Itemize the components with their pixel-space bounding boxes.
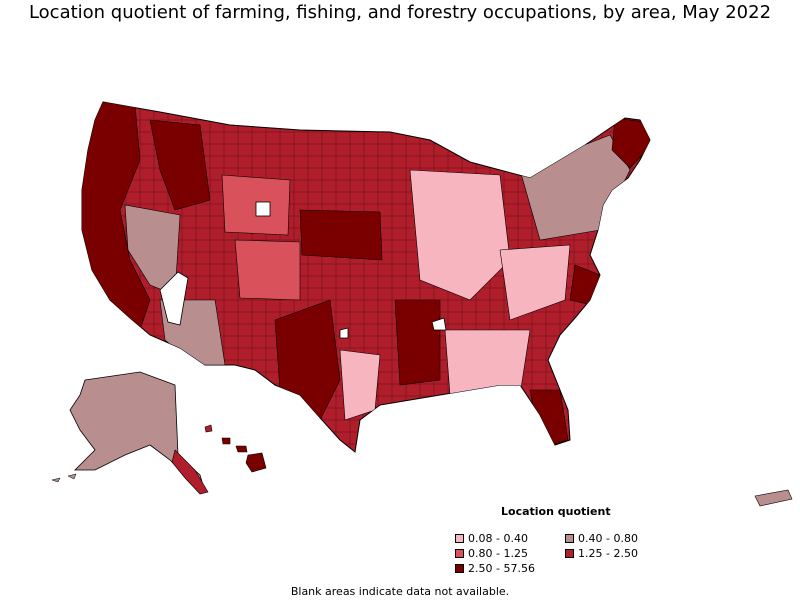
legend-item: 0.80 - 1.25 xyxy=(455,547,565,560)
map-title: Location quotient of farming, fishing, a… xyxy=(28,2,772,23)
legend-swatch xyxy=(565,534,574,543)
data-note: Blank areas indicate data not available. xyxy=(290,585,510,598)
alaska-panhandle xyxy=(171,449,209,495)
midwest-light-region xyxy=(409,169,511,301)
legend-label: 0.80 - 1.25 xyxy=(468,547,528,560)
aleutian-islands xyxy=(51,473,77,483)
legend-swatch xyxy=(455,564,464,573)
legend-swatch xyxy=(455,549,464,558)
legend-item: 1.25 - 2.50 xyxy=(565,547,675,560)
map-legend: Location quotient 0.08 - 0.40 0.40 - 0.80… xyxy=(455,505,685,575)
puerto-rico xyxy=(754,489,793,507)
legend-label: 0.08 - 0.40 xyxy=(468,532,528,545)
legend-label: 2.50 - 57.56 xyxy=(468,562,535,575)
delta-region xyxy=(394,299,441,386)
legend-label: 0.40 - 0.80 xyxy=(578,532,638,545)
hawaii xyxy=(204,424,267,473)
legend-title: Location quotient xyxy=(501,505,611,518)
legend-item: 0.08 - 0.40 xyxy=(455,532,565,545)
legend-label: 1.25 - 2.50 xyxy=(578,547,638,560)
blank-area-nevada xyxy=(159,271,189,326)
texas-region xyxy=(274,299,341,421)
appalachia-region xyxy=(499,244,571,321)
blank-area-tennessee xyxy=(431,317,447,331)
legend-swatch xyxy=(565,549,574,558)
blank-area-wyoming xyxy=(255,201,271,217)
legend-item: 2.50 - 57.56 xyxy=(455,562,565,575)
legend-swatch xyxy=(455,534,464,543)
idaho-region xyxy=(149,119,211,211)
blank-area-oklahoma xyxy=(339,327,349,339)
maine-region xyxy=(611,117,650,169)
gulf-coast-light-region xyxy=(339,349,381,421)
alaska xyxy=(69,371,206,494)
colorado-region xyxy=(234,239,301,301)
legend-grid: 0.08 - 0.40 0.40 - 0.80 0.80 - 1.25 1.25 - … xyxy=(455,532,685,575)
legend-item: 0.40 - 0.80 xyxy=(565,532,675,545)
nebraska-region xyxy=(299,209,383,261)
